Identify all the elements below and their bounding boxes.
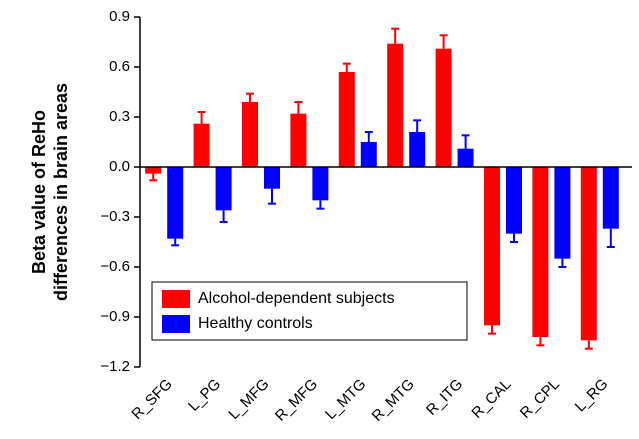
bar (387, 43, 404, 167)
bar (554, 167, 571, 259)
bar (435, 48, 452, 167)
legend-swatch (162, 290, 190, 308)
x-tick-label: R_MTG (369, 376, 418, 425)
bar (360, 142, 377, 167)
bar (193, 123, 210, 167)
x-tick-label: L_MFG (225, 376, 272, 423)
y-label-line: differences in brain areas (51, 83, 71, 301)
x-tick-label: L_MTG (322, 376, 369, 423)
bar (506, 167, 522, 234)
bar (312, 167, 329, 201)
x-tick-label: L_RG (572, 376, 612, 416)
bar (215, 167, 232, 211)
x-tick-label: R_CAL (468, 376, 514, 422)
bar (242, 102, 258, 167)
x-tick-label: R_CPL (517, 376, 563, 422)
y-tick-label: −1.2 (100, 358, 130, 375)
legend-box (151, 281, 468, 341)
y-tick-label: 0.6 (109, 58, 130, 75)
bar (290, 113, 307, 167)
bar (484, 167, 500, 326)
y-tick-label: 0.3 (109, 108, 130, 125)
x-tick-label: R_SFG (128, 376, 175, 423)
bar (580, 167, 597, 341)
y-tick-label: 0.9 (109, 8, 130, 25)
y-tick-label: −0.3 (100, 208, 130, 225)
y-label-line: Beta value of ReHo (29, 110, 49, 274)
bar (338, 72, 355, 167)
y-tick-label: −0.6 (100, 258, 130, 275)
legend-swatch (162, 315, 190, 333)
bar (264, 167, 280, 189)
bar (457, 148, 474, 167)
x-tick-label: L_PG (185, 376, 224, 415)
legend-label: Healthy controls (198, 315, 313, 332)
y-tick-label: −0.9 (100, 308, 130, 325)
y-axis-title: Beta value of ReHo differences in brain … (29, 83, 71, 301)
bar (145, 167, 162, 174)
x-tick-label: R_ITG (423, 376, 466, 419)
bar (532, 167, 549, 337)
bar (167, 167, 184, 239)
x-tick-label: R_MFG (272, 376, 321, 425)
y-tick-label: 0.0 (109, 158, 130, 175)
legend-label: Alcohol-dependent subjects (198, 290, 395, 307)
bar (409, 132, 426, 167)
bar (602, 167, 619, 229)
